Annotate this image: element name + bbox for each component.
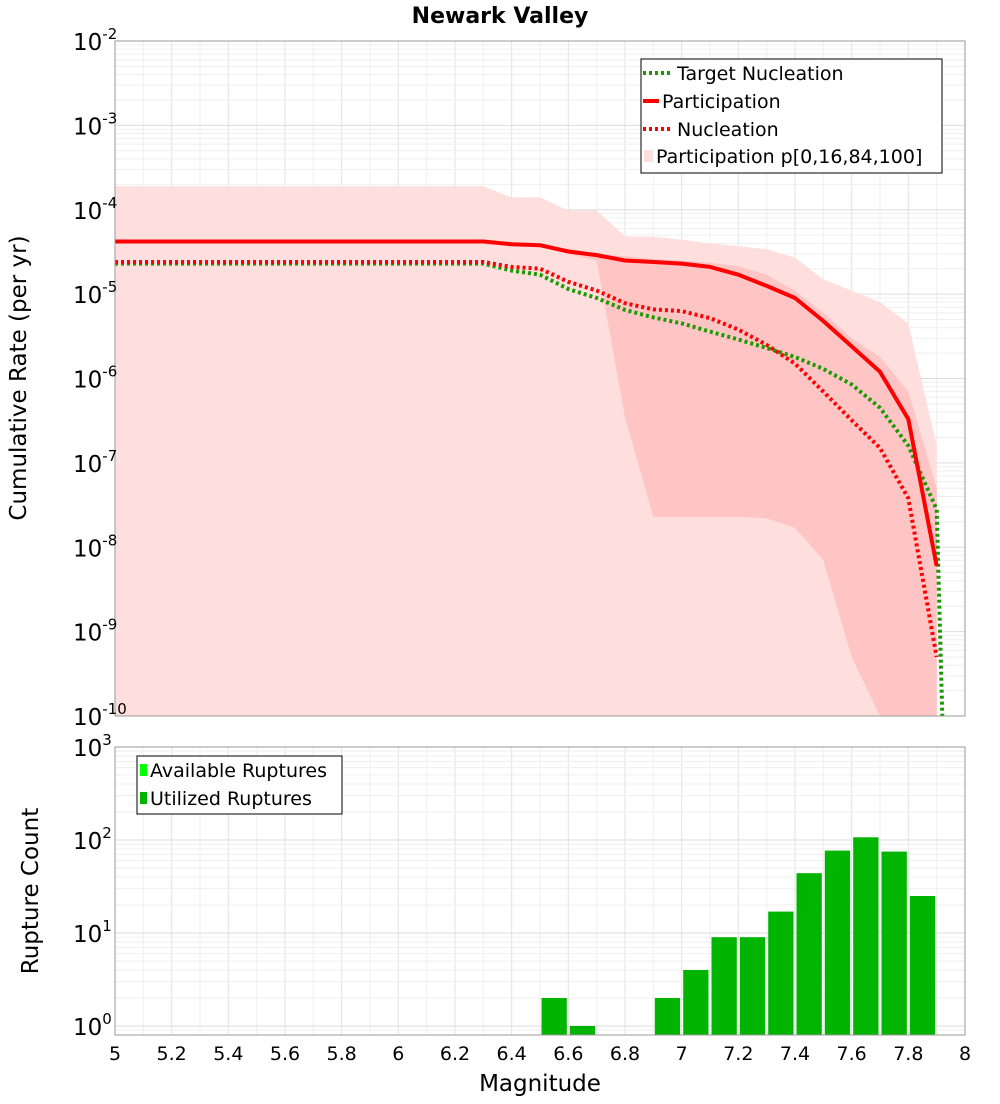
bottom-y-tick-labels: 100 101 102 103 — [73, 731, 112, 1041]
x-tick-label: 6 — [392, 1043, 404, 1065]
rupture-bar — [569, 1026, 596, 1035]
y-tick-label: 10-3 — [73, 109, 117, 140]
nucleation-line — [115, 260, 939, 658]
x-tick-label: 6.8 — [610, 1043, 640, 1065]
rupture-bar — [711, 937, 737, 1035]
rupture-bar — [683, 970, 709, 1035]
y-tick-label: 10-7 — [73, 447, 117, 478]
bottom-y-axis-label: Rupture Count — [18, 808, 44, 974]
x-tick-label: 7.2 — [723, 1043, 753, 1065]
participation-line — [115, 239, 939, 567]
x-tick-label: 5.2 — [157, 1043, 187, 1065]
rupture-bars — [541, 837, 936, 1035]
rupture-bar — [881, 851, 907, 1035]
y-tick-label: 10-6 — [73, 363, 117, 394]
rupture-bar — [739, 937, 766, 1035]
legend-swatch-utilized-ruptures — [140, 792, 147, 804]
bottom-legend: Available Ruptures Utilized Ruptures — [136, 755, 343, 815]
y-tick-label: 101 — [73, 917, 112, 948]
band-p16-p84 — [568, 248, 937, 716]
chart-title: Newark Valley — [412, 4, 589, 29]
legend-swatch-participation-percentiles — [644, 150, 653, 162]
legend-label-utilized-ruptures: Utilized Ruptures — [150, 788, 312, 810]
top-legend: Target Nucleation Participation Nucleati… — [640, 58, 943, 174]
rupture-bar — [853, 837, 879, 1035]
x-tick-label: 7.8 — [893, 1043, 923, 1065]
y-tick-label: 10-10 — [73, 700, 127, 731]
y-tick-label: 100 — [73, 1010, 112, 1041]
legend-label-available-ruptures: Available Ruptures — [150, 760, 327, 782]
y-tick-label: 102 — [73, 824, 112, 855]
rupture-bar — [909, 896, 936, 1035]
y-tick-label: 10-5 — [73, 278, 117, 309]
bottom-plot-frame — [114, 746, 966, 1036]
top-y-axis-label: Cumulative Rate (per yr) — [6, 235, 32, 520]
x-tick-label: 5.6 — [270, 1043, 300, 1065]
x-tick-label: 8 — [959, 1043, 971, 1065]
x-tick-label: 7.6 — [837, 1043, 867, 1065]
y-tick-label: 103 — [73, 731, 112, 762]
top-legend-box — [640, 58, 943, 174]
x-tick-labels: 5 5.2 5.4 5.6 5.8 6 6.2 6.4 6.6 6.8 7 7.2 7.4 7.6 7.8 8 — [109, 1043, 971, 1065]
x-tick-label: 5.8 — [327, 1043, 357, 1065]
legend-label-participation-percentiles: Participation p[0,16,84,100] — [656, 146, 922, 168]
target-nucleation-line — [115, 261, 945, 717]
legend-label-nucleation: Nucleation — [677, 119, 779, 141]
rate-lines — [115, 239, 945, 717]
x-tick-label: 5.4 — [213, 1043, 243, 1065]
y-tick-label: 10-9 — [73, 616, 117, 647]
y-tick-label: 10-4 — [73, 194, 117, 225]
x-tick-label: 5 — [109, 1043, 121, 1065]
x-tick-label: 6.2 — [440, 1043, 470, 1065]
x-tick-label: 6.4 — [497, 1043, 527, 1065]
x-tick-label: 7.4 — [780, 1043, 810, 1065]
legend-label-target-nucleation: Target Nucleation — [676, 63, 844, 85]
x-tick-label: 7 — [676, 1043, 688, 1065]
rupture-bar — [796, 873, 822, 1035]
top-y-tick-labels: 10-10 10-9 10-8 10-7 10-6 10-5 10-4 10-3 10-2 — [73, 25, 127, 731]
rupture-bar — [824, 850, 851, 1035]
x-axis-label: Magnitude — [479, 1071, 601, 1097]
rupture-bar — [768, 911, 794, 1035]
legend-label-participation: Participation — [662, 91, 781, 113]
bottom-legend-box — [136, 755, 343, 815]
rupture-bar — [654, 998, 681, 1035]
y-tick-label: 10-2 — [73, 25, 117, 56]
rupture-bar — [541, 998, 567, 1035]
x-tick-label: 6.6 — [553, 1043, 583, 1065]
top-plot-frame — [114, 40, 966, 717]
participation-bands — [115, 186, 937, 716]
y-tick-label: 10-8 — [73, 531, 117, 562]
legend-swatch-available-ruptures — [140, 764, 147, 776]
